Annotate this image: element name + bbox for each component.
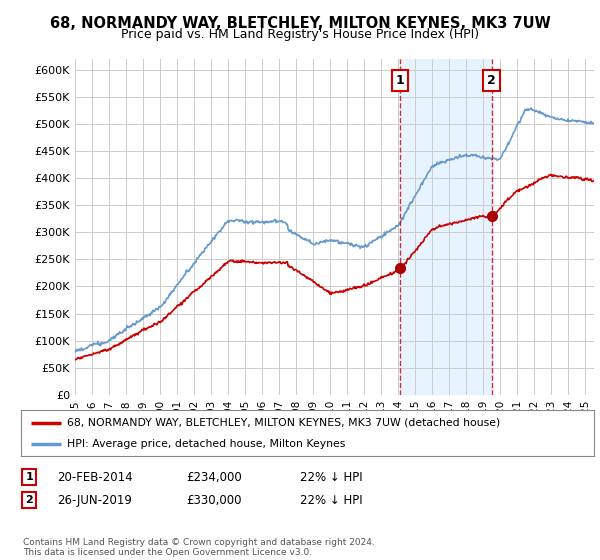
Text: 68, NORMANDY WAY, BLETCHLEY, MILTON KEYNES, MK3 7UW: 68, NORMANDY WAY, BLETCHLEY, MILTON KEYN… bbox=[50, 16, 550, 31]
Text: £330,000: £330,000 bbox=[186, 493, 241, 507]
Text: Contains HM Land Registry data © Crown copyright and database right 2024.
This d: Contains HM Land Registry data © Crown c… bbox=[23, 538, 374, 557]
Text: 2: 2 bbox=[487, 74, 496, 87]
Text: Price paid vs. HM Land Registry's House Price Index (HPI): Price paid vs. HM Land Registry's House … bbox=[121, 28, 479, 41]
Text: £234,000: £234,000 bbox=[186, 470, 242, 484]
Bar bbox=[400, 59, 491, 395]
Text: 1: 1 bbox=[396, 74, 405, 87]
Text: 26-JUN-2019: 26-JUN-2019 bbox=[57, 493, 132, 507]
Text: 20-FEB-2014: 20-FEB-2014 bbox=[57, 470, 133, 484]
Text: 22% ↓ HPI: 22% ↓ HPI bbox=[300, 493, 362, 507]
Text: 2: 2 bbox=[25, 495, 33, 505]
Text: 68, NORMANDY WAY, BLETCHLEY, MILTON KEYNES, MK3 7UW (detached house): 68, NORMANDY WAY, BLETCHLEY, MILTON KEYN… bbox=[67, 418, 500, 428]
Text: HPI: Average price, detached house, Milton Keynes: HPI: Average price, detached house, Milt… bbox=[67, 439, 345, 449]
Text: 22% ↓ HPI: 22% ↓ HPI bbox=[300, 470, 362, 484]
Text: 1: 1 bbox=[25, 472, 33, 482]
